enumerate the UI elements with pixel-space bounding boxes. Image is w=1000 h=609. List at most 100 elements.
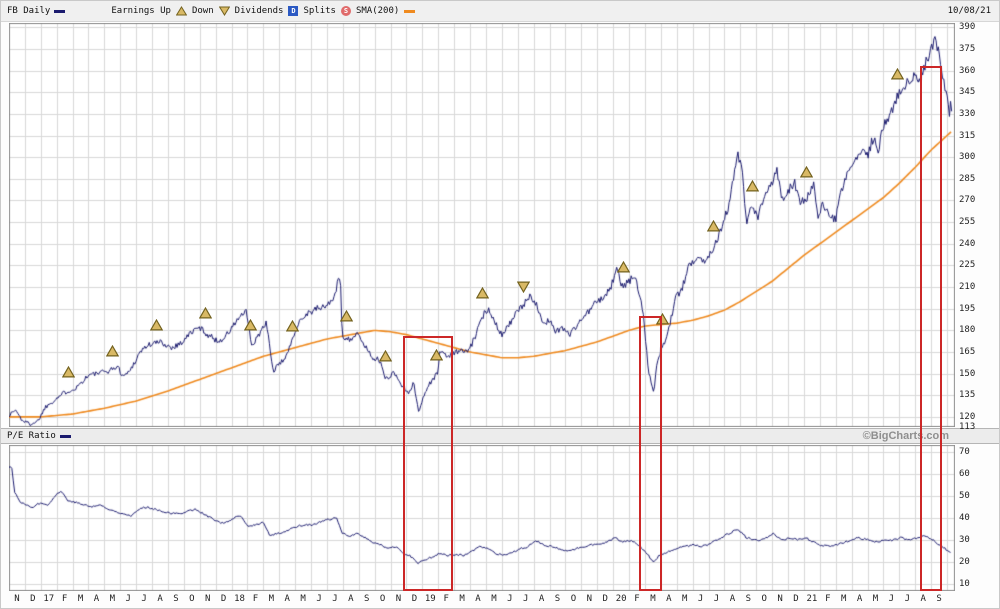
price-tick-label: 165 bbox=[959, 346, 976, 357]
price-tick-label: 390 bbox=[959, 22, 976, 33]
earnings-down-label: Down bbox=[191, 6, 214, 16]
earnings-up-marker bbox=[339, 309, 353, 322]
price-tick-label: 270 bbox=[959, 195, 976, 206]
sma-label: SMA(200) bbox=[355, 6, 400, 16]
month-label: M bbox=[650, 594, 656, 604]
month-label: M bbox=[77, 594, 84, 604]
month-label: F bbox=[61, 594, 68, 604]
month-label: N bbox=[777, 594, 783, 604]
pe-divider: P/E Ratio ©BigCharts.com bbox=[1, 428, 999, 444]
price-tick-label: 330 bbox=[959, 108, 976, 119]
earnings-up-marker bbox=[616, 260, 630, 273]
month-label: J bbox=[523, 594, 529, 604]
earnings-down-marker bbox=[516, 281, 530, 294]
dividends-icon: D bbox=[288, 6, 299, 16]
pe-line-swatch bbox=[59, 434, 71, 438]
month-label: 20 bbox=[615, 594, 627, 604]
month-label: J bbox=[888, 594, 895, 604]
month-label: F bbox=[252, 594, 259, 604]
month-label: D bbox=[793, 594, 799, 604]
month-label: F bbox=[634, 594, 640, 604]
price-tick-label: 345 bbox=[959, 87, 976, 98]
earnings-up-marker bbox=[656, 312, 670, 325]
month-label: A bbox=[475, 594, 481, 604]
price-tick-label: 285 bbox=[959, 173, 976, 184]
price-tick-label: 315 bbox=[959, 130, 976, 141]
month-label: S bbox=[364, 594, 370, 604]
price-tick-label: 135 bbox=[959, 390, 976, 401]
month-label: A bbox=[920, 594, 926, 604]
price-tick-label: 210 bbox=[959, 282, 976, 293]
earnings-up-marker bbox=[244, 318, 258, 331]
highlight-box bbox=[920, 66, 943, 591]
month-label: A bbox=[93, 594, 100, 604]
price-tick-label: 225 bbox=[959, 260, 976, 271]
pe-tick-label: 70 bbox=[959, 446, 970, 457]
symbol-label: FB Daily bbox=[7, 6, 51, 16]
price-tick-label: 113 bbox=[959, 422, 976, 432]
month-label: A bbox=[157, 594, 163, 604]
earnings-up-label: Earnings Up bbox=[111, 6, 171, 16]
earnings-up-marker bbox=[106, 344, 120, 357]
month-label: S bbox=[745, 594, 752, 604]
month-label: M bbox=[840, 594, 847, 604]
earnings-up-marker bbox=[62, 366, 76, 378]
highlight-box bbox=[403, 336, 453, 591]
month-label: J bbox=[904, 594, 911, 604]
earnings-down-icon bbox=[218, 6, 230, 16]
splits-label: Splits bbox=[303, 6, 336, 16]
pe-tick-label: 50 bbox=[959, 490, 970, 501]
month-label: M bbox=[681, 594, 688, 604]
month-label: N bbox=[586, 594, 593, 604]
price-line-swatch bbox=[54, 9, 66, 13]
price-tick-label: 375 bbox=[959, 43, 976, 54]
month-label: A bbox=[538, 594, 545, 604]
earnings-up-marker bbox=[891, 67, 905, 79]
month-label: J bbox=[332, 594, 338, 604]
symbol-legend: FB Daily bbox=[7, 6, 66, 16]
month-label: M bbox=[268, 594, 275, 604]
pe-tick-label: 30 bbox=[959, 535, 970, 546]
earnings-up-icon bbox=[175, 6, 187, 16]
month-label: J bbox=[713, 594, 720, 604]
price-tick-label: 120 bbox=[959, 411, 976, 422]
sma-line-swatch bbox=[404, 9, 416, 13]
month-label: O bbox=[761, 594, 767, 604]
month-label: M bbox=[872, 594, 879, 604]
month-label: S bbox=[173, 594, 179, 604]
pe-legend: P/E Ratio bbox=[7, 431, 71, 441]
month-label: M bbox=[300, 594, 306, 604]
earnings-up-marker bbox=[799, 165, 813, 178]
month-label: M bbox=[109, 594, 116, 604]
month-label: 21 bbox=[806, 594, 818, 604]
price-tick-label: 195 bbox=[959, 303, 976, 314]
earnings-up-marker bbox=[476, 286, 490, 299]
month-label: A bbox=[729, 594, 736, 604]
month-label: 19 bbox=[424, 594, 436, 604]
month-label: A bbox=[856, 594, 863, 604]
month-label: 17 bbox=[43, 594, 55, 604]
month-label: F bbox=[443, 594, 449, 604]
pe-tick-label: 40 bbox=[959, 513, 970, 523]
chart-header: FB Daily Earnings Up Down Dividends D Sp… bbox=[1, 1, 999, 22]
pe-chart-canvas bbox=[9, 445, 955, 591]
highlight-box bbox=[638, 315, 663, 591]
earnings-up-marker bbox=[199, 307, 213, 319]
pe-tick-label: 20 bbox=[959, 557, 970, 568]
month-label: A bbox=[666, 594, 672, 604]
price-tick-label: 150 bbox=[959, 368, 976, 379]
bigcharts-watermark: ©BigCharts.com bbox=[862, 430, 949, 442]
chart-date: 10/08/21 bbox=[947, 6, 991, 16]
month-label: J bbox=[316, 594, 322, 604]
earnings-up-marker bbox=[429, 348, 443, 361]
month-label: D bbox=[411, 594, 418, 604]
price-tick-label: 240 bbox=[959, 238, 976, 249]
earnings-up-marker bbox=[746, 180, 760, 192]
month-label: J bbox=[507, 594, 513, 604]
month-label: D bbox=[220, 594, 227, 604]
month-label: N bbox=[395, 594, 402, 604]
earnings-up-marker bbox=[706, 220, 720, 232]
dividends-label: Dividends bbox=[234, 6, 284, 16]
month-label: M bbox=[459, 594, 465, 604]
